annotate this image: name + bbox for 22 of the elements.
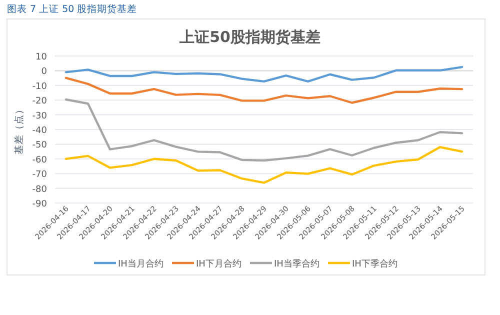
line-series — [64, 76, 464, 104]
y-tick-label: -60 — [32, 155, 48, 166]
text: 图表 7 上证 50 股指期货基差 — [7, 3, 138, 15]
y-tick-label: -90 — [32, 200, 48, 210]
y-tick-label: -70 — [32, 170, 48, 180]
chart-title: 上证50股指期货基差 — [178, 28, 320, 46]
line-series — [64, 98, 464, 162]
y-tick-label: 0 — [41, 67, 48, 78]
legend-label: IH下季合约 — [352, 258, 398, 270]
y-tick-label: -80 — [32, 184, 48, 195]
line-series — [64, 66, 464, 83]
y-tick-label: -20 — [32, 96, 48, 107]
legend-label: IH当季合约 — [274, 258, 320, 270]
y-tick-label: -10 — [32, 82, 48, 92]
y-tick-label: 10 — [36, 52, 48, 62]
y-tick-label: -40 — [32, 126, 48, 136]
y-tick-label: -50 — [32, 140, 48, 151]
line-series — [64, 146, 464, 184]
legend-label: IH下月合约 — [196, 258, 242, 270]
y-tick-label: -30 — [32, 111, 48, 122]
legend-label: IH当月合约 — [118, 258, 164, 270]
y-axis-title: 基差（点） — [13, 104, 25, 154]
